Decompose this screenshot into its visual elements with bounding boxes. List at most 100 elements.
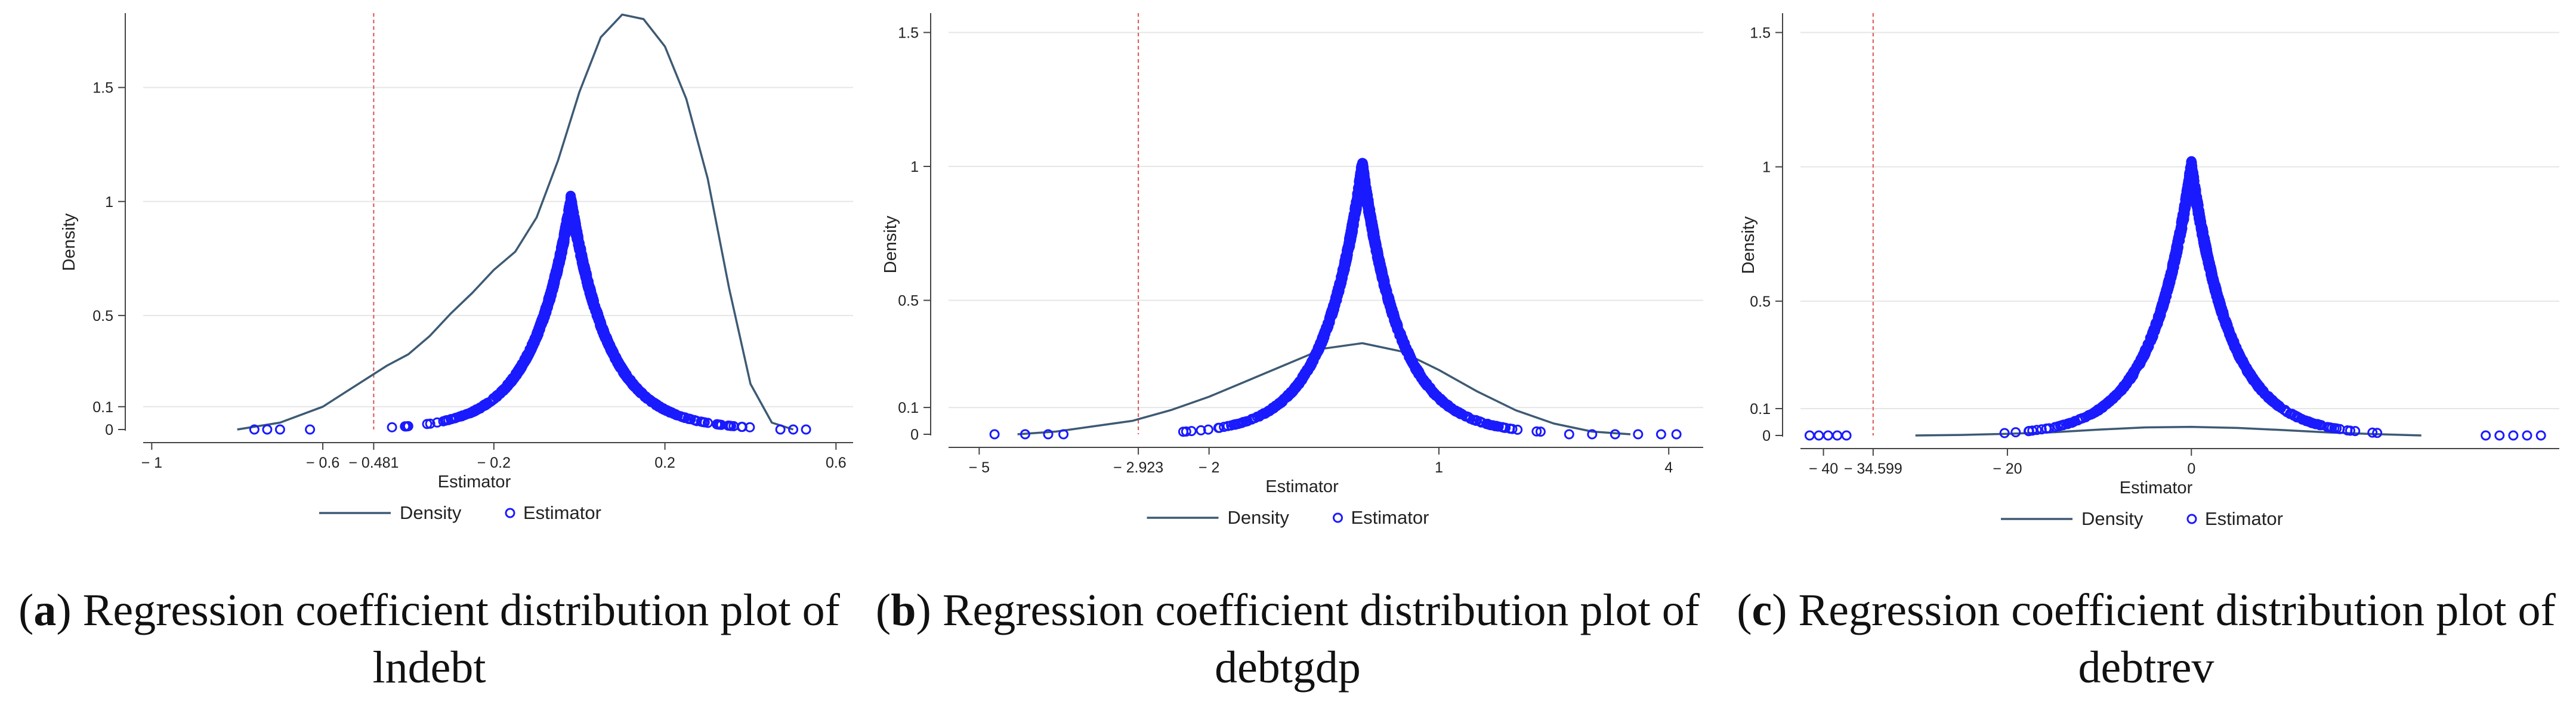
estimator-point	[690, 415, 700, 426]
estimator-point	[2010, 427, 2021, 438]
estimator-point	[573, 231, 583, 242]
estimator-point	[2168, 266, 2178, 277]
y-tick-label: 0	[105, 422, 113, 438]
estimator-point	[2056, 420, 2067, 431]
estimator-point	[1349, 214, 1360, 225]
x-tick-label: 1	[1435, 459, 1443, 476]
estimator-point	[1377, 273, 1388, 284]
estimator-point	[2281, 406, 2292, 417]
estimator-point	[2481, 430, 2491, 441]
x-tick-label: − 0.6	[306, 455, 339, 471]
estimator-point	[1203, 424, 1213, 435]
y-tick-label: 0	[1762, 428, 1771, 444]
estimator-point	[585, 287, 596, 298]
y-tick-label: 1	[1762, 159, 1771, 176]
estimator-point	[1564, 429, 1574, 440]
estimator-points	[1804, 156, 2546, 441]
legend-estimator-swatch	[2186, 514, 2197, 524]
estimator-point	[646, 396, 657, 406]
estimator-point	[1256, 409, 1267, 420]
estimator-point	[2266, 394, 2277, 405]
estimator-point	[1043, 429, 1054, 440]
estimator-point	[567, 202, 577, 212]
estimator-point	[1804, 430, 1815, 441]
caption-b-text: Regression coefficient distribution plot…	[942, 585, 1700, 693]
estimator-point	[593, 315, 604, 326]
estimator-point	[2164, 277, 2175, 288]
estimator-point	[1181, 426, 1191, 437]
estimator-point	[1372, 246, 1383, 257]
estimator-point	[1491, 421, 1502, 431]
estimator-point	[2179, 213, 2189, 224]
x-tick-label: − 0.481	[348, 455, 399, 471]
estimator-point	[2350, 426, 2361, 437]
estimator-point	[2197, 224, 2207, 235]
estimator-point	[1365, 215, 1376, 225]
estimator-point	[400, 421, 410, 432]
estimator-point	[2494, 430, 2505, 441]
estimator-point	[470, 405, 480, 416]
estimator-point	[1389, 316, 1400, 327]
estimator-point	[1512, 424, 1523, 435]
y-tick-label: 0.1	[1750, 401, 1771, 418]
estimator-point	[1020, 429, 1030, 440]
y-tick-label: 1.5	[92, 80, 113, 97]
panel-b: 0 0.1 0.5 1 1.5− 5− 2.923− 2 1 4 Estimator Densi…	[858, 0, 1717, 720]
estimator-point	[1376, 267, 1386, 277]
estimator-point	[2201, 240, 2211, 251]
caption-a-text: Regression coefficient distribution plot…	[82, 585, 840, 693]
estimator-point	[558, 236, 569, 246]
estimator-point	[2140, 349, 2151, 359]
estimator-point	[2143, 339, 2154, 350]
estimator-point	[2175, 229, 2185, 240]
estimator-point	[585, 291, 596, 302]
estimator-point	[2050, 422, 2061, 432]
y-axis-title: Density	[60, 213, 79, 271]
estimator-point	[2508, 430, 2519, 441]
estimator-point	[2172, 240, 2183, 251]
estimator-point	[446, 414, 456, 425]
estimator-point	[2235, 352, 2246, 362]
x-tick-label: − 20	[1993, 461, 2022, 477]
estimator-point	[2175, 224, 2186, 234]
estimator-point	[2044, 423, 2055, 434]
estimator-point	[1999, 428, 2010, 438]
estimator-point	[1283, 391, 1294, 401]
estimator-point	[1196, 425, 1206, 435]
estimator-point	[464, 408, 474, 419]
estimator-point	[274, 424, 285, 435]
x-axis-title: Estimator	[438, 472, 511, 492]
estimator-point	[672, 410, 683, 421]
estimator-point	[2067, 418, 2077, 428]
estimator-point	[2372, 428, 2383, 438]
y-tick-label: 1.5	[898, 24, 919, 41]
estimator-point	[684, 413, 695, 424]
estimator-point	[2109, 392, 2120, 403]
estimator-point	[587, 297, 598, 308]
caption-b-letter: b	[891, 585, 916, 635]
estimator-point	[2237, 357, 2248, 368]
estimator-point	[2191, 199, 2201, 209]
estimator-point	[552, 262, 563, 273]
chart-b: 00.10.511.5− 5− 2.923− 2 1 4EstimatorDensi…	[881, 13, 1703, 528]
estimator-point	[2186, 162, 2197, 172]
x-tick-label: 0	[2187, 461, 2195, 477]
caption-c: (c) Regression coefficient distribution …	[1737, 585, 2556, 693]
estimator-point	[546, 289, 557, 300]
caption-c-text: Regression coefficient distribution plot…	[1798, 585, 2556, 693]
estimator-point	[1841, 430, 1852, 441]
chart-c: 00.10.511.5− 40− 34.599− 20 0EstimatorDen…	[1739, 13, 2559, 529]
x-tick-label: − 2	[1199, 459, 1219, 476]
estimator-point	[2024, 426, 2034, 437]
estimator-point	[716, 419, 727, 430]
estimator-point	[2227, 337, 2238, 348]
estimator-point	[524, 345, 535, 356]
estimator-point	[1241, 416, 1252, 427]
estimator-point	[1345, 239, 1355, 249]
estimator-point	[2126, 372, 2136, 382]
x-tick-label: − 5	[969, 459, 990, 476]
estimator-point	[579, 262, 590, 273]
estimator-point	[2233, 347, 2244, 357]
estimator-point	[2210, 279, 2220, 290]
x-tick-label: 0.2	[654, 455, 675, 471]
